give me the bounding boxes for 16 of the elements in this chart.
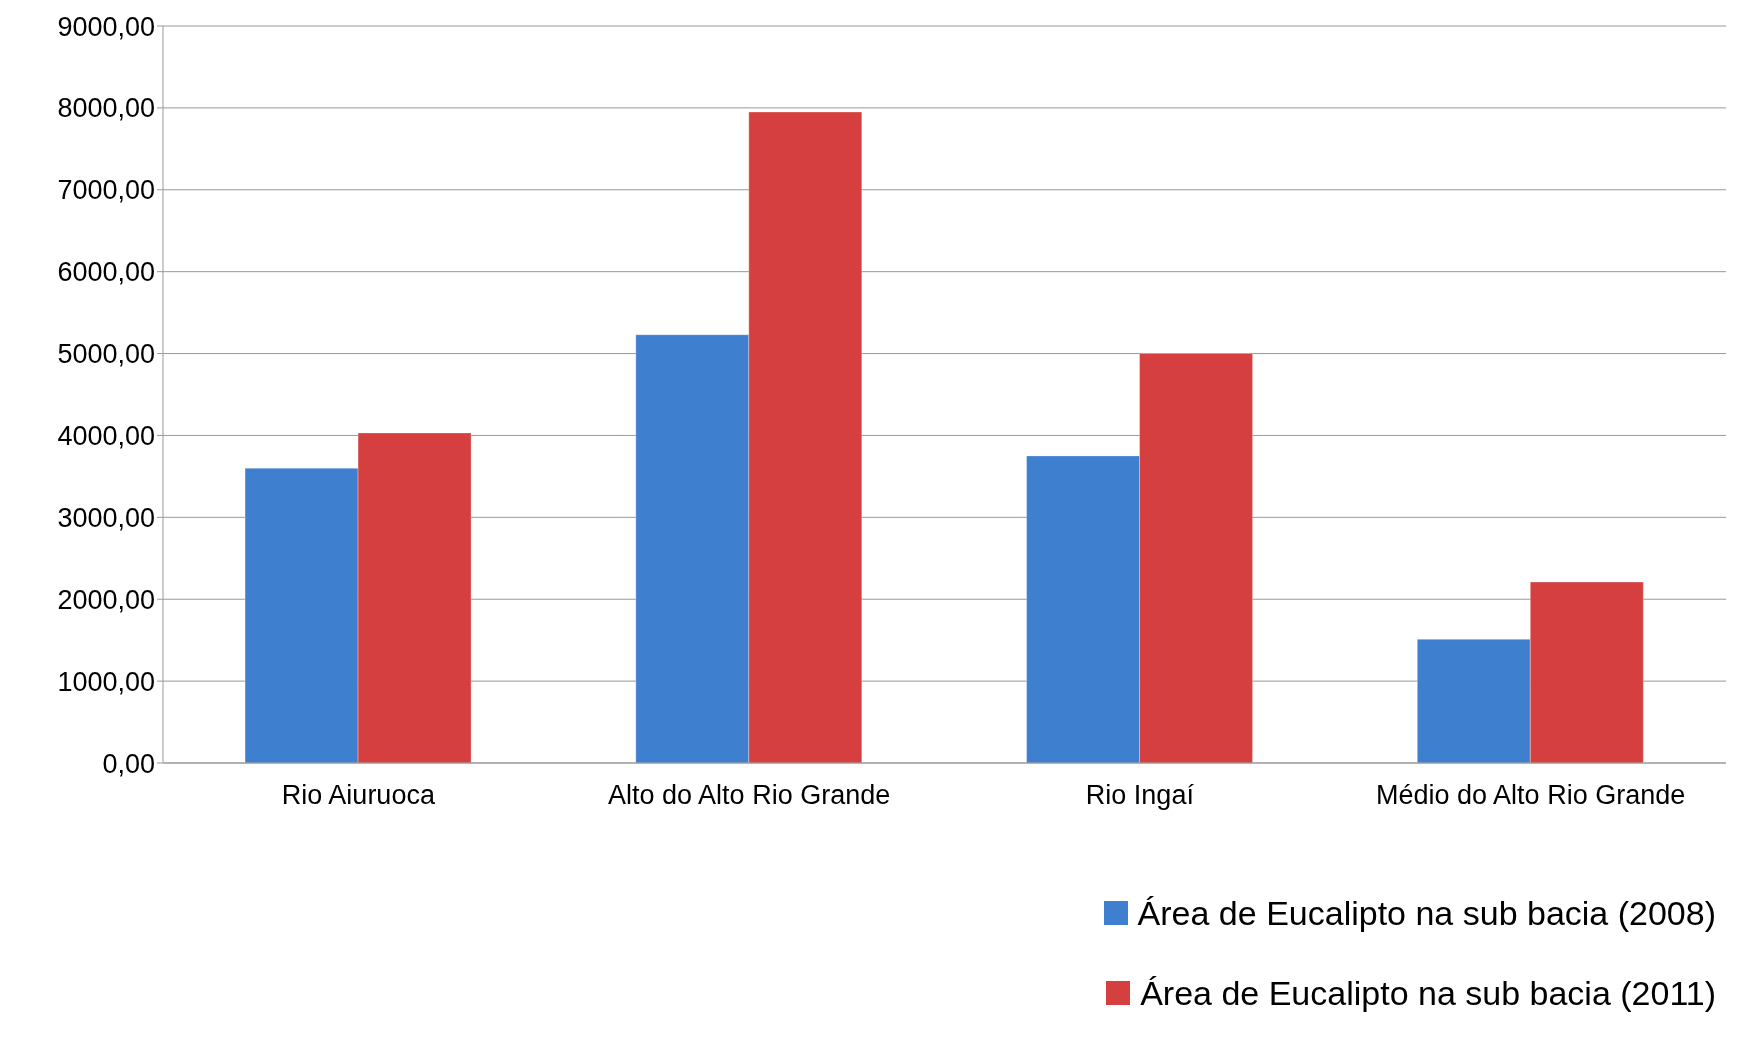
x-tick-label: Médio do Alto Rio Grande	[1376, 780, 1686, 811]
legend-label: Área de Eucalipto na sub bacia (2008)	[1137, 893, 1716, 934]
x-tick-label: Rio Ingaí	[1085, 780, 1195, 811]
y-tick-label: 4000,00	[57, 421, 155, 452]
y-tick-label: 7000,00	[57, 175, 155, 206]
y-tick-label: 3000,00	[57, 502, 155, 533]
y-tick-label: 6000,00	[57, 257, 155, 288]
y-tick-label: 5000,00	[57, 339, 155, 370]
y-tick-label: 1000,00	[57, 666, 155, 697]
y-tick-label: 8000,00	[57, 93, 155, 124]
x-tick-label: Alto do Alto Rio Grande	[608, 780, 891, 811]
x-tick-label: Rio Aiuruoca	[281, 780, 436, 811]
y-tick-label: 9000,00	[57, 11, 155, 42]
y-tick-label: 2000,00	[57, 584, 155, 615]
legend-label: Área de Eucalipto na sub bacia (2011)	[1140, 973, 1716, 1014]
y-tick-label: 0,00	[102, 748, 155, 779]
